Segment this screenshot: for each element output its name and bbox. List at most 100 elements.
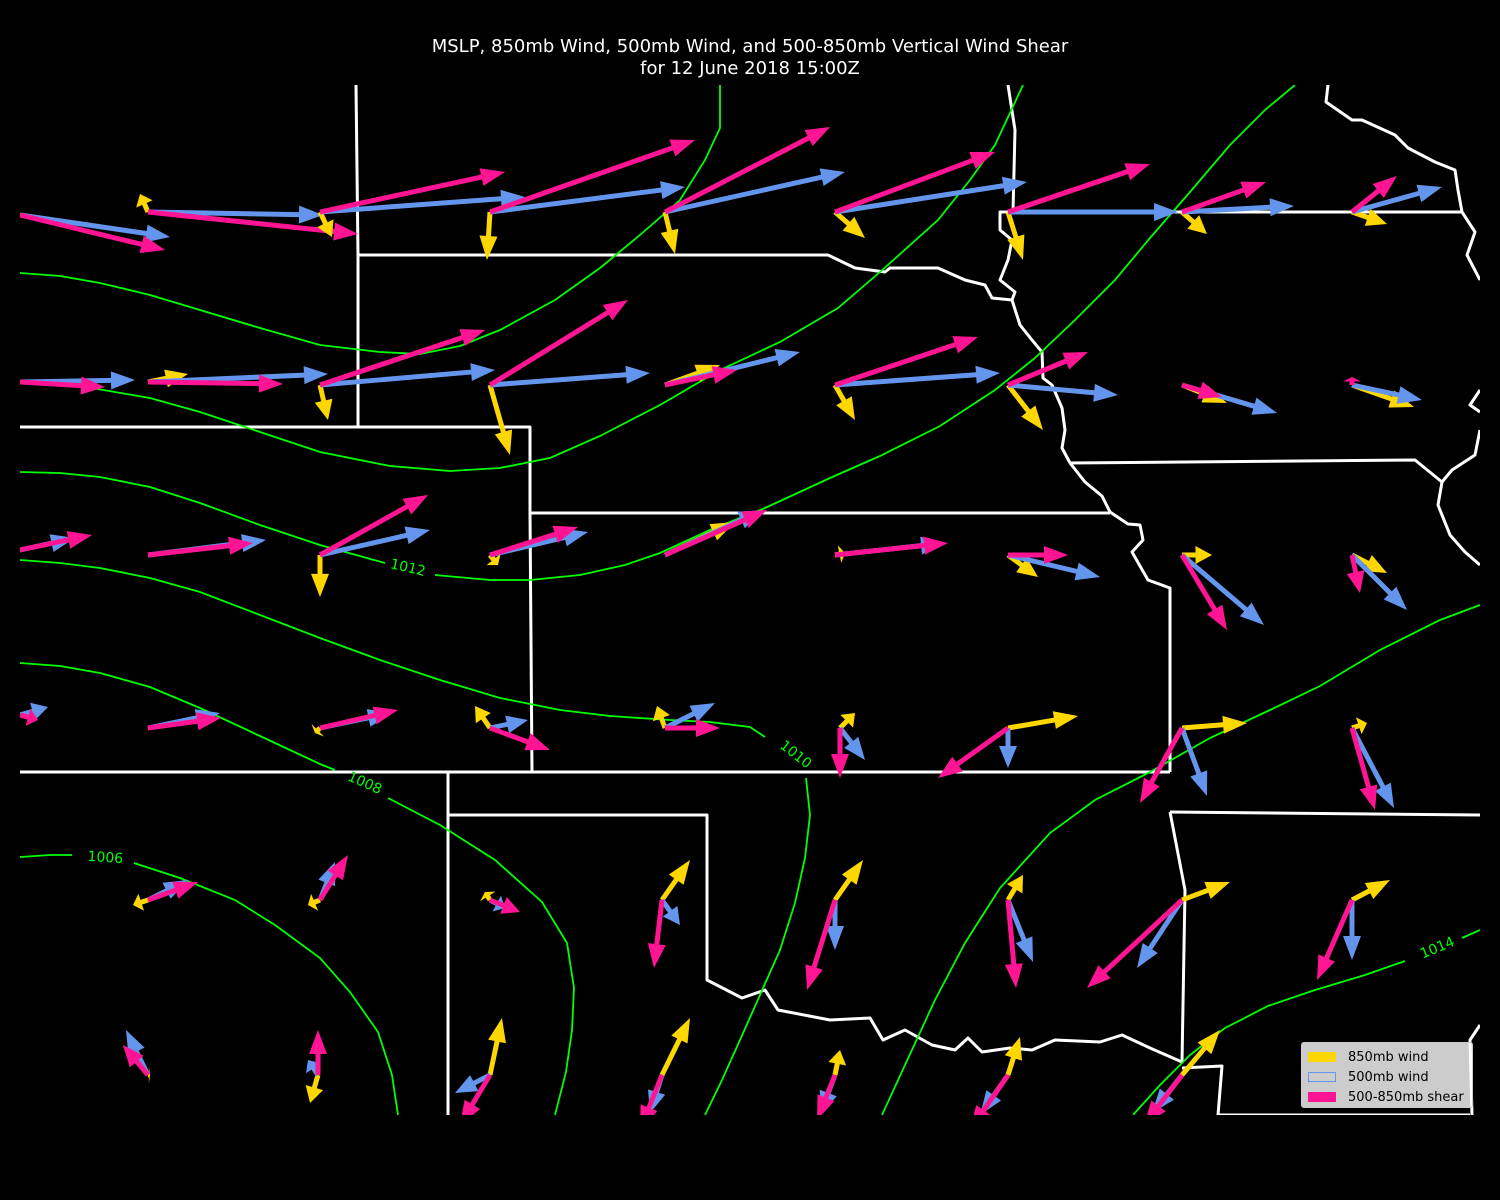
wind-850mb-arrow bbox=[487, 1018, 506, 1076]
wind-850mb-arrow bbox=[147, 369, 188, 388]
isobar-line bbox=[20, 471, 386, 564]
wind-500mb-arrow bbox=[1005, 899, 1033, 962]
boundary-sd-ne bbox=[358, 210, 1480, 302]
boundary-mn-east bbox=[1324, 85, 1464, 213]
wind-850mb-arrow bbox=[1350, 880, 1390, 903]
shear-arrow bbox=[319, 168, 505, 215]
shear-arrow bbox=[938, 726, 1010, 778]
isobar-line bbox=[1132, 960, 1406, 1115]
isobar-line bbox=[704, 777, 811, 1115]
wind-850mb-arrow bbox=[311, 723, 325, 737]
shear-arrow bbox=[489, 525, 578, 558]
shear-arrow bbox=[20, 531, 92, 553]
wind-850mb-arrow bbox=[1182, 546, 1212, 564]
shear-arrow bbox=[817, 1074, 838, 1115]
wind-850mb-arrow bbox=[486, 553, 501, 566]
shear-arrow bbox=[1007, 163, 1150, 215]
wind-850mb-arrow bbox=[1005, 211, 1025, 260]
wind-500mb-arrow bbox=[834, 365, 1000, 388]
shear-arrow bbox=[20, 212, 165, 254]
shear-arrow bbox=[147, 712, 221, 731]
shear-arrow bbox=[834, 152, 995, 215]
shear-arrow bbox=[489, 725, 550, 751]
shear-arrow bbox=[640, 1074, 665, 1115]
shear-arrow bbox=[1147, 1073, 1184, 1115]
shear-arrow bbox=[319, 706, 398, 731]
isobar-line bbox=[1461, 929, 1480, 939]
boundary-ia-east bbox=[1468, 389, 1480, 414]
isobars bbox=[20, 85, 1480, 1115]
wind-850mb-arrow bbox=[832, 383, 855, 420]
wind-850mb-arrow bbox=[305, 1074, 324, 1103]
wind-850mb-arrow bbox=[660, 860, 690, 902]
boundary-ia-il bbox=[1436, 481, 1480, 567]
wind-850mb-arrow bbox=[479, 211, 498, 260]
wind-500mb-arrow bbox=[1343, 900, 1361, 960]
shear-arrow bbox=[1004, 899, 1023, 988]
wind-500mb-arrow bbox=[20, 702, 48, 721]
wind-500mb-arrow bbox=[660, 898, 680, 925]
wind-850mb-arrow bbox=[1351, 208, 1387, 226]
wind-500mb-arrow bbox=[147, 366, 328, 385]
shear-arrow bbox=[831, 728, 849, 778]
legend-item-500mb: 500mb wind bbox=[1308, 1067, 1466, 1087]
isobar-label: 1012 bbox=[389, 556, 427, 580]
wind-850mb-arrow bbox=[475, 706, 493, 730]
wind-500mb-arrow bbox=[838, 726, 865, 760]
shear-arrow bbox=[1007, 352, 1088, 388]
shear-arrow bbox=[309, 1030, 327, 1075]
wind-850mb-arrow bbox=[828, 1050, 847, 1076]
shear-arrow bbox=[147, 209, 358, 241]
wind-500mb-arrow bbox=[1350, 553, 1407, 610]
title-line-2: for 12 June 2018 15:00Z bbox=[640, 58, 860, 79]
shear-arrow bbox=[1140, 726, 1185, 803]
isobar-line bbox=[20, 85, 721, 355]
wind-500mb-arrow bbox=[1179, 727, 1208, 796]
shear-arrow bbox=[664, 510, 767, 558]
wind-850mb-arrow bbox=[1351, 717, 1367, 735]
shear-arrow bbox=[805, 899, 838, 990]
isobar-line bbox=[20, 85, 1024, 472]
shear-arrow bbox=[147, 536, 253, 558]
wind-500mb-arrow bbox=[489, 181, 685, 215]
wind-850mb-arrow bbox=[1004, 1037, 1022, 1076]
isobar-line bbox=[434, 85, 1296, 581]
wind-850mb-arrow bbox=[308, 893, 321, 911]
wind-500mb-arrow bbox=[319, 526, 430, 558]
title-line-1: MSLP, 850mb Wind, 500mb Wind, and 500-85… bbox=[431, 36, 1069, 57]
wind-850mb-arrow bbox=[838, 713, 855, 730]
shear-arrow bbox=[123, 1045, 150, 1077]
boundary-co-ks bbox=[528, 512, 534, 773]
boundary-missouri-river bbox=[1010, 299, 1072, 464]
wind-850mb-arrow bbox=[148, 1066, 150, 1084]
wind-850mb-arrow bbox=[1181, 715, 1247, 734]
shear-arrow bbox=[663, 127, 830, 215]
wind-850mb-arrow bbox=[833, 210, 865, 238]
shear-arrow bbox=[1350, 176, 1397, 214]
shear-arrow bbox=[147, 881, 198, 903]
wind-850mb-arrow bbox=[1180, 1030, 1220, 1077]
shear-arrow bbox=[1179, 553, 1227, 630]
wind-500mb-arrow bbox=[664, 168, 845, 215]
shear-arrow bbox=[489, 897, 520, 914]
shear-arrow bbox=[664, 366, 737, 388]
wind-500mb-arrow bbox=[826, 900, 844, 950]
boundary-ok-ar bbox=[1168, 811, 1187, 1063]
boundary-ok-panhandle bbox=[448, 813, 1183, 1064]
shear-arrow bbox=[1181, 381, 1222, 399]
shear-arrow bbox=[1181, 181, 1266, 215]
wind-850mb-arrow bbox=[1350, 552, 1387, 573]
map-title: MSLP, 850mb Wind, 500mb Wind, and 500-85… bbox=[0, 36, 1500, 80]
isobar-line bbox=[20, 559, 766, 738]
wind-500mb-arrow bbox=[20, 212, 170, 243]
map-legend: 850mb wind 500mb wind 500-850mb shear bbox=[1301, 1042, 1473, 1108]
boundary-ia-mo bbox=[1069, 429, 1480, 484]
shear-arrow bbox=[647, 899, 666, 968]
shear-arrow bbox=[834, 536, 948, 558]
shear-arrow bbox=[489, 139, 695, 215]
wind-850mb-arrow bbox=[317, 210, 334, 237]
wind-500mb-arrow bbox=[489, 715, 528, 734]
wind-850mb-arrow bbox=[1180, 210, 1207, 234]
shear-arrow bbox=[1087, 898, 1184, 988]
